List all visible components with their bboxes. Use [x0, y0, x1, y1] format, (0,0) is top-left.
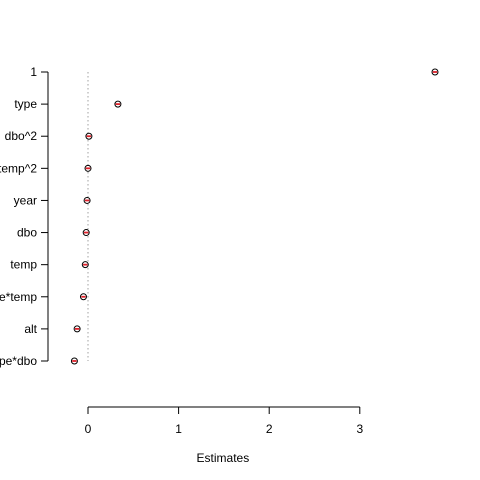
y-tick-label: dbo — [17, 226, 37, 240]
y-tick-label: type*temp — [0, 290, 37, 304]
data-point — [70, 357, 78, 365]
data-point-fill — [83, 231, 89, 234]
data-point — [85, 132, 93, 140]
x-tick-label: 0 — [85, 422, 92, 436]
y-ticks — [41, 71, 48, 362]
y-tick-label: type*dbo — [0, 354, 37, 368]
data-point — [73, 325, 81, 333]
data-point-fill — [432, 71, 438, 73]
data-point-fill — [72, 360, 77, 362]
data-point-fill — [86, 135, 92, 138]
data-point-fill — [81, 295, 86, 298]
data-point — [81, 261, 89, 269]
y-tick-label: type — [14, 97, 37, 111]
data-point-fill — [85, 167, 91, 170]
x-tick-label: 2 — [266, 422, 273, 436]
x-axis-title: Estimates — [197, 451, 250, 465]
y-tick-label: 1 — [30, 65, 37, 79]
data-point — [79, 293, 87, 301]
data-points — [70, 68, 439, 365]
data-point-fill — [115, 103, 121, 106]
y-tick-label: dbo^2 — [5, 129, 38, 143]
x-tick-labels: 0 1 2 3 — [85, 422, 364, 436]
x-tick-label: 3 — [356, 422, 363, 436]
y-tick-label: alt — [24, 322, 37, 336]
x-axis: 0 1 2 3 — [85, 406, 364, 436]
data-point-fill — [84, 199, 90, 202]
y-tick-label: temp — [10, 258, 37, 272]
data-point-fill — [74, 327, 80, 330]
y-tick-label: temp^2 — [0, 161, 37, 175]
y-axis: 1 type dbo^2 temp^2 year dbo temp type*temp alt t… — [0, 65, 49, 368]
data-point — [83, 196, 91, 204]
data-point-fill — [83, 263, 88, 266]
y-tick-labels: 1 type dbo^2 temp^2 year dbo temp type*temp alt t… — [0, 65, 38, 368]
data-point — [82, 229, 90, 237]
data-point — [114, 100, 122, 108]
data-point — [84, 164, 92, 172]
data-point — [431, 68, 439, 76]
x-tick-label: 1 — [175, 422, 182, 436]
x-ticks — [87, 407, 361, 414]
y-tick-label: year — [14, 193, 37, 207]
